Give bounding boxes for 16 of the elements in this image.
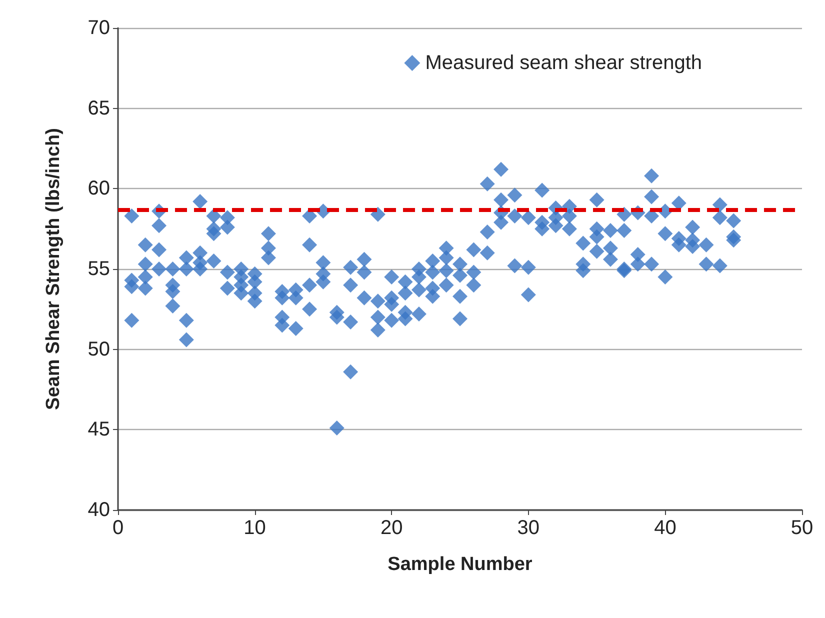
x-tick-label: 0 (112, 517, 124, 539)
y-tick-label: 50 (88, 338, 110, 360)
y-tick-label: 60 (88, 178, 110, 200)
y-axis-title: Seam Shear Strength (lbs/inch) (43, 128, 64, 410)
x-tick-label: 40 (654, 517, 676, 539)
y-tick-label: 45 (88, 418, 110, 441)
x-axis-title: Sample Number (388, 554, 533, 575)
x-tick-label: 10 (244, 517, 266, 539)
y-tick-label: 70 (88, 17, 110, 39)
legend-label: Measured seam shear strength (425, 52, 702, 74)
x-tick-label: 30 (517, 517, 540, 539)
x-tick-label: 20 (380, 517, 403, 539)
x-tick-label: 50 (790, 517, 814, 539)
y-tick-label: 55 (88, 258, 110, 280)
y-tick-label: 65 (88, 97, 110, 120)
y-tick-label: 40 (88, 499, 110, 521)
